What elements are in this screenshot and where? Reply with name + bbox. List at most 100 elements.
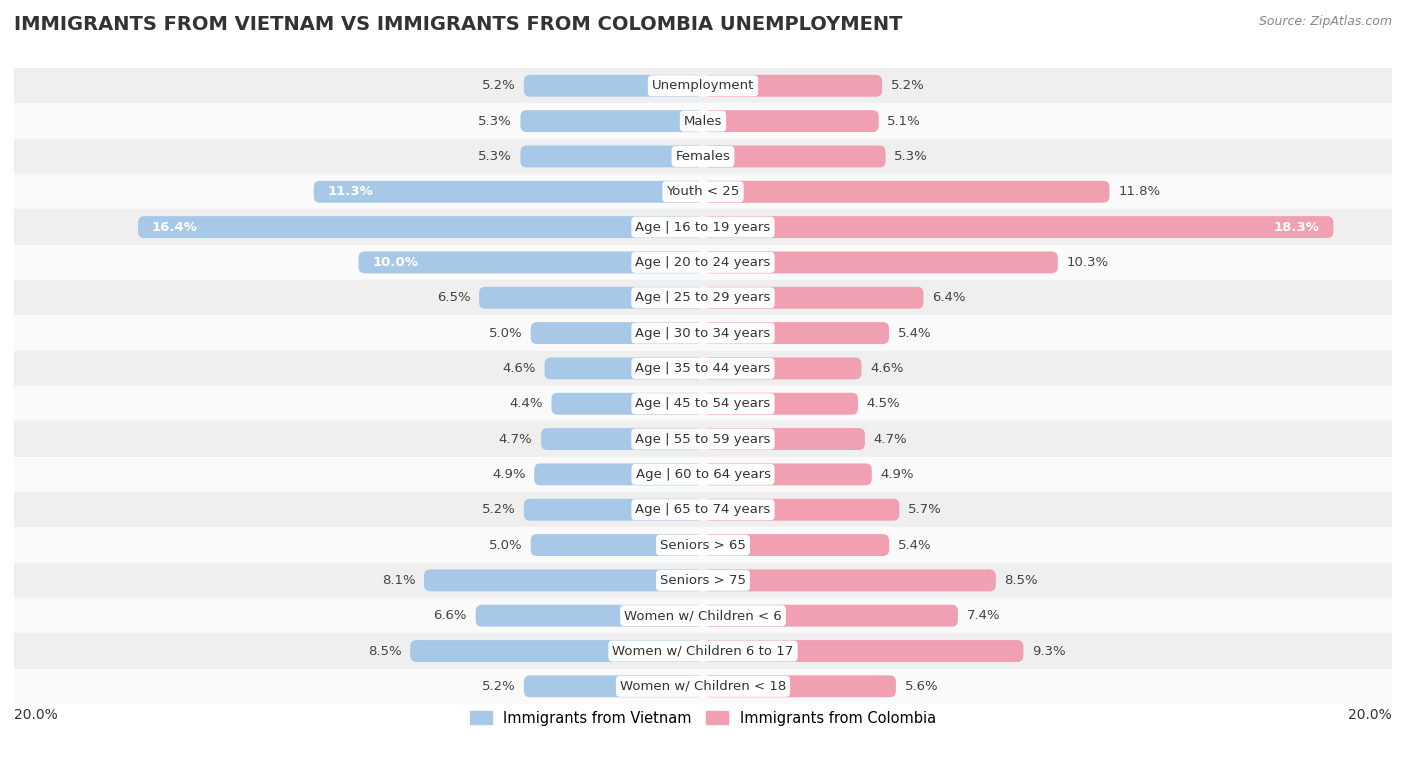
Bar — [14, 245, 1392, 280]
Text: 4.9%: 4.9% — [880, 468, 914, 481]
FancyBboxPatch shape — [551, 393, 703, 415]
Text: 8.1%: 8.1% — [382, 574, 415, 587]
Text: 5.2%: 5.2% — [481, 680, 515, 693]
Text: Age | 45 to 54 years: Age | 45 to 54 years — [636, 397, 770, 410]
Bar — [14, 528, 1392, 562]
Text: 7.4%: 7.4% — [966, 609, 1000, 622]
FancyBboxPatch shape — [524, 499, 703, 521]
Text: 18.3%: 18.3% — [1274, 220, 1320, 234]
Text: 4.6%: 4.6% — [870, 362, 904, 375]
FancyBboxPatch shape — [703, 287, 924, 309]
Text: 5.2%: 5.2% — [891, 79, 925, 92]
FancyBboxPatch shape — [703, 499, 900, 521]
Text: Source: ZipAtlas.com: Source: ZipAtlas.com — [1258, 15, 1392, 28]
FancyBboxPatch shape — [703, 393, 858, 415]
Text: Youth < 25: Youth < 25 — [666, 185, 740, 198]
Text: 5.2%: 5.2% — [481, 79, 515, 92]
Bar — [14, 492, 1392, 528]
Text: Women w/ Children < 6: Women w/ Children < 6 — [624, 609, 782, 622]
FancyBboxPatch shape — [479, 287, 703, 309]
Bar — [14, 316, 1392, 350]
Text: 4.5%: 4.5% — [866, 397, 900, 410]
Bar — [14, 422, 1392, 456]
FancyBboxPatch shape — [703, 217, 1333, 238]
FancyBboxPatch shape — [541, 428, 703, 450]
FancyBboxPatch shape — [520, 111, 703, 132]
Text: 6.6%: 6.6% — [433, 609, 467, 622]
Text: 20.0%: 20.0% — [14, 709, 58, 722]
FancyBboxPatch shape — [544, 357, 703, 379]
FancyBboxPatch shape — [703, 145, 886, 167]
Text: Women w/ Children < 18: Women w/ Children < 18 — [620, 680, 786, 693]
Text: 5.3%: 5.3% — [478, 150, 512, 163]
Bar — [14, 210, 1392, 245]
FancyBboxPatch shape — [703, 605, 957, 627]
FancyBboxPatch shape — [524, 75, 703, 97]
Bar — [14, 562, 1392, 598]
FancyBboxPatch shape — [703, 428, 865, 450]
FancyBboxPatch shape — [524, 675, 703, 697]
Text: 4.7%: 4.7% — [499, 432, 533, 446]
Text: 8.5%: 8.5% — [368, 644, 402, 658]
Text: Age | 30 to 34 years: Age | 30 to 34 years — [636, 326, 770, 340]
Text: 5.0%: 5.0% — [488, 538, 522, 552]
FancyBboxPatch shape — [520, 145, 703, 167]
Text: 5.3%: 5.3% — [478, 114, 512, 128]
Text: Females: Females — [675, 150, 731, 163]
Text: Age | 25 to 29 years: Age | 25 to 29 years — [636, 291, 770, 304]
FancyBboxPatch shape — [703, 322, 889, 344]
Text: 4.9%: 4.9% — [492, 468, 526, 481]
FancyBboxPatch shape — [314, 181, 703, 203]
Bar — [14, 174, 1392, 210]
Bar — [14, 139, 1392, 174]
FancyBboxPatch shape — [475, 605, 703, 627]
FancyBboxPatch shape — [359, 251, 703, 273]
FancyBboxPatch shape — [703, 111, 879, 132]
Legend: Immigrants from Vietnam, Immigrants from Colombia: Immigrants from Vietnam, Immigrants from… — [464, 705, 942, 732]
Text: 5.0%: 5.0% — [488, 326, 522, 340]
Text: 5.4%: 5.4% — [897, 326, 931, 340]
FancyBboxPatch shape — [531, 322, 703, 344]
Text: IMMIGRANTS FROM VIETNAM VS IMMIGRANTS FROM COLOMBIA UNEMPLOYMENT: IMMIGRANTS FROM VIETNAM VS IMMIGRANTS FR… — [14, 15, 903, 34]
FancyBboxPatch shape — [703, 569, 995, 591]
Text: Males: Males — [683, 114, 723, 128]
Text: 5.3%: 5.3% — [894, 150, 928, 163]
Text: 9.3%: 9.3% — [1032, 644, 1066, 658]
Text: Seniors > 75: Seniors > 75 — [659, 574, 747, 587]
Bar — [14, 456, 1392, 492]
Text: 8.5%: 8.5% — [1004, 574, 1038, 587]
Bar — [14, 634, 1392, 668]
Text: 5.1%: 5.1% — [887, 114, 921, 128]
Text: Age | 20 to 24 years: Age | 20 to 24 years — [636, 256, 770, 269]
Text: 4.7%: 4.7% — [873, 432, 907, 446]
FancyBboxPatch shape — [531, 534, 703, 556]
Text: 10.3%: 10.3% — [1066, 256, 1108, 269]
Text: 20.0%: 20.0% — [1348, 709, 1392, 722]
Text: Age | 65 to 74 years: Age | 65 to 74 years — [636, 503, 770, 516]
FancyBboxPatch shape — [425, 569, 703, 591]
Text: 5.7%: 5.7% — [908, 503, 942, 516]
FancyBboxPatch shape — [703, 181, 1109, 203]
Text: Seniors > 65: Seniors > 65 — [659, 538, 747, 552]
Text: Women w/ Children 6 to 17: Women w/ Children 6 to 17 — [613, 644, 793, 658]
FancyBboxPatch shape — [703, 463, 872, 485]
Bar — [14, 68, 1392, 104]
Text: 6.4%: 6.4% — [932, 291, 966, 304]
FancyBboxPatch shape — [703, 640, 1024, 662]
Text: 6.5%: 6.5% — [437, 291, 471, 304]
Bar — [14, 104, 1392, 139]
FancyBboxPatch shape — [703, 251, 1057, 273]
Text: 11.3%: 11.3% — [328, 185, 373, 198]
Text: Age | 60 to 64 years: Age | 60 to 64 years — [636, 468, 770, 481]
FancyBboxPatch shape — [703, 357, 862, 379]
FancyBboxPatch shape — [411, 640, 703, 662]
Bar — [14, 598, 1392, 634]
FancyBboxPatch shape — [703, 75, 882, 97]
Text: Age | 35 to 44 years: Age | 35 to 44 years — [636, 362, 770, 375]
FancyBboxPatch shape — [703, 534, 889, 556]
Text: 5.2%: 5.2% — [481, 503, 515, 516]
FancyBboxPatch shape — [534, 463, 703, 485]
Text: Age | 55 to 59 years: Age | 55 to 59 years — [636, 432, 770, 446]
Text: 4.4%: 4.4% — [509, 397, 543, 410]
Text: Age | 16 to 19 years: Age | 16 to 19 years — [636, 220, 770, 234]
